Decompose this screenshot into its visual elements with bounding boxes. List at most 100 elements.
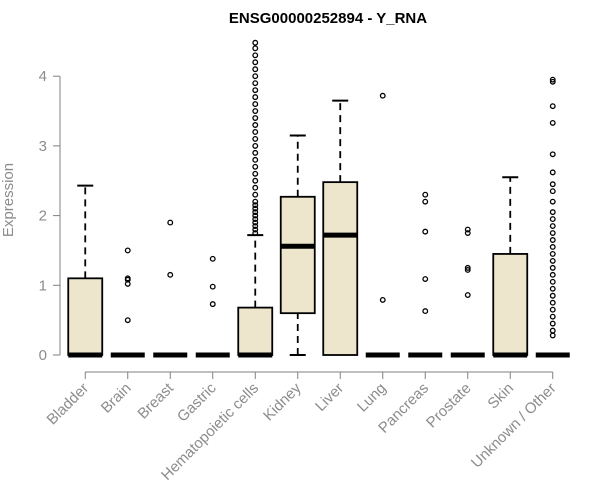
outlier-point (549, 313, 556, 320)
outlier-point (252, 184, 259, 191)
outlier-point (549, 257, 556, 264)
outlier-point (252, 156, 259, 163)
outlier-point (124, 247, 131, 254)
outlier-point (549, 264, 556, 271)
chart-title: ENSG00000252894 - Y_RNA (229, 10, 427, 27)
outlier-point (549, 237, 556, 243)
box-iqr (237, 306, 274, 356)
outlier-point (422, 198, 429, 205)
x-tick-label: Bladder (43, 380, 92, 429)
outlier-point (252, 135, 259, 142)
outlier-point (252, 142, 259, 149)
outlier-point (422, 308, 429, 315)
box-gastric (195, 255, 230, 358)
outlier-point (124, 275, 131, 282)
outlier-point (209, 255, 216, 262)
y-axis: 0 1 2 3 4 (39, 68, 61, 364)
outlier-point (252, 122, 259, 128)
outlier-point (252, 39, 259, 46)
outlier-point (252, 191, 259, 198)
outlier-point (422, 191, 429, 198)
outlier-point (252, 115, 259, 121)
outlier-point (252, 223, 259, 230)
outlier-point (252, 226, 259, 233)
outlier-point (549, 327, 556, 334)
outlier-point (252, 205, 259, 212)
box-iqr (279, 195, 316, 315)
outlier-point (379, 296, 386, 303)
outlier-point (252, 59, 259, 66)
outlier-point (252, 94, 259, 101)
outlier-point (379, 92, 386, 99)
outlier-point (252, 177, 259, 184)
x-tick-label: Liver (312, 380, 347, 415)
outlier-point (252, 66, 259, 73)
outlier-point (549, 103, 556, 110)
y-tick-label: 4 (39, 68, 47, 85)
outlier-point (549, 250, 556, 257)
x-tick-label: Kidney (260, 379, 305, 424)
x-tick-label: Skin (484, 380, 517, 413)
y-axis-label: Expression (0, 163, 17, 237)
outlier-point (167, 271, 174, 278)
outlier-point (464, 267, 471, 273)
box-pancreas (408, 191, 443, 358)
outlier-point (464, 292, 471, 299)
outlier-point (549, 216, 556, 223)
outlier-point (549, 278, 556, 285)
outlier-point (549, 332, 556, 339)
outlier-point (209, 301, 216, 308)
y-tick-label: 3 (39, 138, 47, 155)
outlier-point (549, 271, 556, 278)
outlier-point (549, 223, 556, 230)
x-tick-label: Brain (98, 380, 135, 417)
x-tick-label: Breast (134, 379, 177, 422)
outlier-point (549, 76, 556, 83)
box-iqr (322, 181, 359, 356)
box-hematopoietic-cells (237, 39, 274, 358)
box-iqr (492, 253, 529, 356)
outlier-point (464, 264, 471, 271)
outlier-point (252, 73, 259, 80)
outlier-point (549, 119, 556, 126)
outlier-point (252, 129, 259, 135)
y-tick-label: 0 (39, 347, 47, 364)
y-tick-label: 2 (39, 208, 47, 225)
outlier-point (549, 198, 556, 205)
outlier-point (549, 209, 556, 216)
x-tick-label: Prostate (423, 380, 475, 432)
box-iqr (67, 277, 104, 356)
outlier-point (252, 170, 259, 177)
outlier-point (549, 306, 556, 313)
outlier-point (549, 292, 556, 299)
outlier-point (549, 151, 556, 158)
outlier-point (252, 202, 259, 209)
outlier-point (549, 78, 556, 85)
outlier-point (422, 228, 429, 235)
outlier-point (252, 149, 259, 156)
outlier-point (252, 212, 259, 219)
outlier-point (549, 299, 556, 306)
outlier-point (252, 230, 259, 236)
box-breast (153, 219, 188, 358)
box-unknown-other (535, 76, 570, 358)
outlier-point (252, 52, 259, 59)
outlier-point (252, 45, 259, 52)
outlier-point (167, 219, 174, 226)
outlier-point (422, 276, 429, 282)
outlier-point (252, 101, 259, 108)
outlier-point (464, 230, 471, 236)
x-tick-label: Lung (354, 380, 390, 416)
box-bladder (67, 184, 104, 358)
outlier-point (549, 188, 556, 195)
outlier-point (549, 285, 556, 292)
outlier-point (549, 320, 556, 327)
outlier-point (549, 169, 556, 176)
y-tick-label: 1 (39, 277, 47, 294)
outlier-point (252, 198, 259, 205)
outlier-point (252, 216, 259, 223)
box-skin (492, 176, 529, 358)
outlier-point (252, 163, 259, 170)
